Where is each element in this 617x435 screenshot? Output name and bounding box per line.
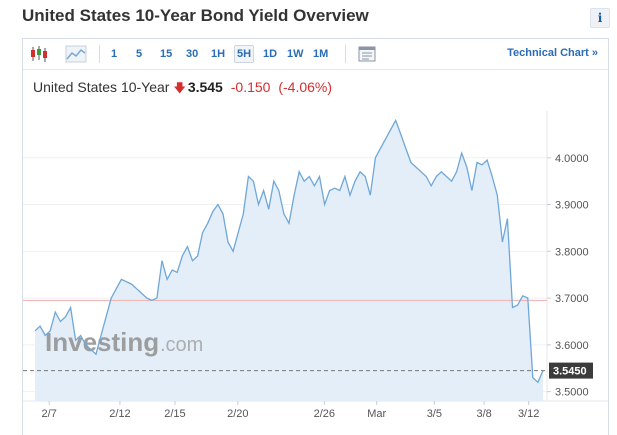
x-axis: 2/7 2/12 2/15 2/20 2/26 Mar 3/5 3/8 3/12	[42, 401, 539, 420]
chart-widget: 1 5 15 30 1H 5H 1D 1W 1M Technical Chart…	[22, 38, 609, 435]
quote-line: United States 10-Year 🡇 3.545 -0.150 (-4.0…	[33, 79, 332, 100]
price-change-percent: (-4.06%)	[278, 79, 333, 95]
page-title: United States 10-Year Bond Yield Overvie…	[22, 6, 369, 25]
last-price-axis-label: 3.5450	[553, 366, 587, 378]
table-view-icon[interactable]	[357, 44, 377, 64]
timeframe-1d[interactable]: 1D	[263, 48, 278, 60]
y-tick-label: 3.5000	[555, 387, 589, 399]
investing-watermark: Investing .com	[45, 327, 203, 357]
toolbar-separator	[345, 45, 346, 63]
area-chart-icon[interactable]	[65, 44, 87, 64]
x-tick-label: 2/12	[109, 408, 130, 420]
last-price-box	[549, 362, 593, 379]
x-tick-label: 2/26	[314, 408, 335, 420]
timeframe-1w[interactable]: 1W	[287, 48, 304, 60]
x-tick-label: 2/7	[42, 408, 57, 420]
timeframe-15[interactable]: 15	[160, 48, 173, 60]
candlestick-icon[interactable]	[29, 44, 49, 64]
info-icon[interactable]: i	[590, 8, 610, 28]
price-area-fill	[35, 120, 543, 402]
watermark-suffix: .com	[160, 334, 203, 356]
y-tick-label: 3.7000	[555, 293, 589, 305]
x-tick-label: 3/12	[518, 408, 539, 420]
timeframe-1m[interactable]: 1M	[313, 48, 329, 60]
y-axis: 4.0000 3.9000 3.8000 3.7000 3.6000 3.5000	[547, 153, 589, 399]
x-tick-label: Mar	[367, 408, 386, 420]
x-tick-label: 3/8	[476, 408, 491, 420]
timeframe-30[interactable]: 30	[186, 48, 199, 60]
last-price-label-group: 3.5450	[549, 362, 593, 379]
down-arrow-icon: 🡇	[173, 81, 186, 95]
price-chart[interactable]: Investing .com 4.0000 3.9000 3.8000 3.7000 3…	[23, 111, 608, 433]
technical-chart-link[interactable]: Technical Chart »	[507, 47, 598, 59]
x-tick-label: 2/20	[227, 408, 248, 420]
y-tick-label: 4.0000	[555, 153, 589, 165]
toolbar-separator	[99, 45, 100, 63]
instrument-name: United States 10-Year	[33, 79, 170, 95]
timeframe-5h[interactable]: 5H	[234, 45, 255, 63]
y-tick-label: 3.6000	[555, 340, 589, 352]
price-line	[34, 118, 544, 384]
y-tick-label: 3.8000	[555, 246, 589, 258]
timeframe-5[interactable]: 5	[136, 48, 143, 60]
chart-toolbar: 1 5 15 30 1H 5H 1D 1W 1M Technical Chart…	[23, 39, 608, 70]
last-price: 3.545	[187, 79, 223, 95]
x-tick-label: 2/15	[164, 408, 185, 420]
price-change: -0.150	[230, 79, 271, 95]
timeframe-1[interactable]: 1	[111, 48, 118, 60]
x-tick-label: 3/5	[427, 408, 442, 420]
y-tick-label: 3.9000	[555, 200, 589, 212]
timeframe-1h[interactable]: 1H	[211, 48, 226, 60]
